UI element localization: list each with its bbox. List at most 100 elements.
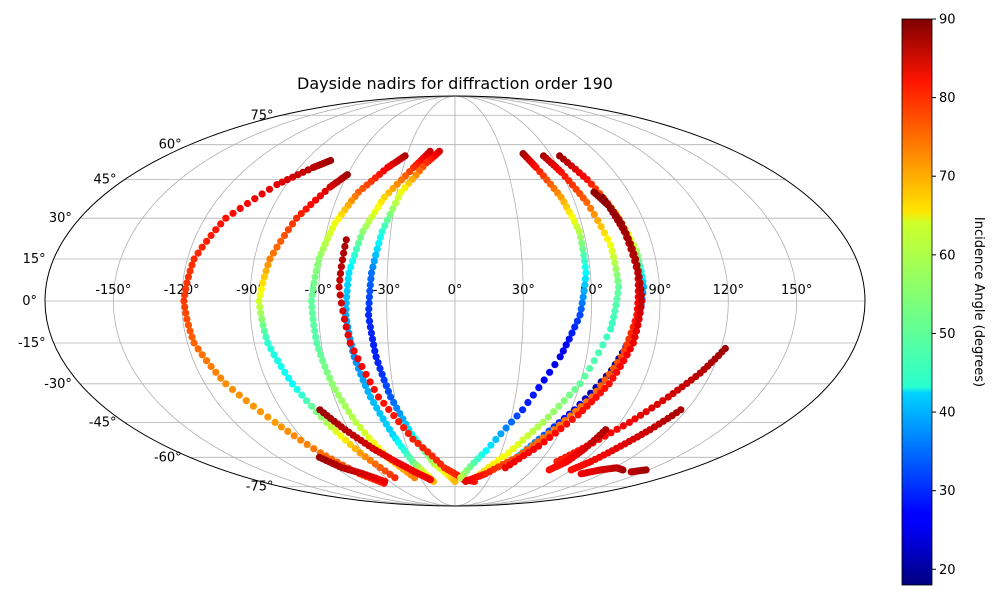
data-point	[366, 281, 374, 289]
data-point	[182, 309, 190, 317]
data-point	[372, 251, 380, 259]
data-point	[236, 204, 244, 212]
data-point	[370, 385, 378, 394]
data-point	[611, 307, 619, 315]
data-point	[314, 261, 322, 269]
data-point	[620, 357, 628, 365]
data-point	[342, 436, 350, 444]
data-point	[642, 408, 650, 416]
data-point	[387, 393, 395, 401]
data-point	[352, 418, 360, 426]
data-point	[190, 339, 198, 347]
data-point	[370, 398, 378, 407]
colorbar-label: Incidence Angle (degrees)	[971, 217, 986, 387]
data-point	[259, 279, 267, 287]
data-point	[391, 199, 400, 207]
colorbar-tick-label: 70	[939, 170, 956, 185]
data-point	[637, 285, 645, 293]
data-point	[385, 405, 393, 414]
data-point	[581, 275, 590, 283]
latitude-tick-label: -75°	[246, 480, 274, 495]
data-point	[365, 305, 373, 313]
data-point	[519, 436, 527, 444]
data-point	[590, 357, 598, 365]
latitude-tick-label: 0°	[22, 294, 37, 309]
data-point	[350, 347, 358, 355]
data-point	[310, 445, 318, 453]
data-point	[581, 257, 589, 265]
data-point	[307, 201, 315, 209]
data-point	[259, 321, 267, 329]
data-point	[217, 220, 225, 228]
data-point	[502, 424, 510, 432]
data-point	[390, 412, 398, 420]
data-point	[638, 297, 646, 305]
data-point	[535, 384, 543, 392]
data-point	[587, 180, 596, 188]
data-point	[365, 311, 373, 319]
data-point	[550, 408, 558, 416]
data-point	[579, 245, 587, 253]
data-point	[385, 189, 393, 197]
data-point	[614, 289, 622, 297]
data-point	[546, 433, 554, 442]
data-point	[580, 287, 588, 295]
data-point	[188, 333, 196, 341]
data-point	[338, 397, 346, 405]
data-point	[588, 398, 596, 406]
data-point	[524, 432, 532, 440]
data-point	[372, 353, 380, 361]
data-point	[605, 380, 613, 388]
data-point	[182, 285, 190, 293]
data-point	[616, 362, 624, 371]
data-point	[462, 477, 470, 485]
data-point	[376, 364, 384, 373]
data-point	[264, 413, 272, 421]
data-point	[359, 228, 367, 236]
data-point	[390, 398, 398, 407]
data-point	[327, 423, 335, 431]
data-point	[524, 398, 532, 407]
data-point	[344, 331, 352, 339]
data-point	[559, 347, 567, 355]
data-point	[568, 415, 576, 424]
latitude-tick-label: 60°	[159, 138, 182, 153]
data-point	[378, 370, 386, 378]
data-point	[184, 321, 192, 329]
data-point	[242, 397, 250, 405]
data-point	[367, 329, 375, 337]
data-point	[337, 263, 345, 271]
data-point	[631, 333, 639, 341]
data-point	[373, 404, 381, 412]
data-point	[347, 263, 355, 271]
data-point	[186, 327, 194, 335]
graticule	[45, 96, 865, 506]
data-point	[540, 376, 548, 384]
data-point	[426, 476, 434, 484]
data-point	[188, 261, 196, 269]
data-point	[303, 397, 311, 405]
data-point	[631, 415, 639, 423]
data-point	[181, 291, 189, 299]
data-point	[565, 335, 573, 343]
data-point	[311, 273, 319, 281]
data-point	[288, 380, 297, 388]
data-point	[579, 293, 587, 301]
latitude-tick-label: 15°	[23, 252, 46, 267]
data-point	[540, 438, 548, 446]
data-point	[344, 281, 352, 289]
data-point	[310, 321, 318, 329]
data-point	[371, 347, 379, 355]
data-point	[595, 349, 603, 357]
data-point	[235, 391, 243, 399]
data-point	[581, 281, 589, 289]
data-point	[243, 199, 252, 208]
data-point	[562, 341, 570, 349]
data-point	[613, 271, 621, 279]
data-point	[567, 466, 575, 474]
data-point	[307, 402, 316, 410]
data-point	[373, 245, 381, 253]
colorbar-tick-label: 30	[939, 484, 956, 499]
data-point	[507, 418, 516, 426]
data-point	[180, 297, 188, 305]
